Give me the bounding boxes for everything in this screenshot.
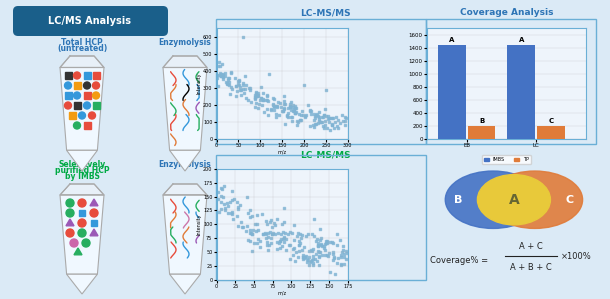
Point <box>248 228 257 233</box>
Point <box>251 91 260 96</box>
Point <box>219 183 229 188</box>
Point <box>306 112 315 117</box>
Point <box>225 91 235 96</box>
Point <box>238 83 248 87</box>
Point <box>218 74 228 79</box>
Point <box>236 92 246 97</box>
Point <box>223 77 233 82</box>
Point <box>233 206 243 211</box>
Point <box>338 243 348 248</box>
Point <box>333 255 343 260</box>
Point <box>289 223 298 228</box>
Point <box>262 239 271 244</box>
Bar <box>93 72 99 79</box>
Circle shape <box>66 209 74 217</box>
Point <box>312 237 322 242</box>
Point <box>253 228 263 233</box>
Point <box>268 232 278 237</box>
Point <box>262 106 272 111</box>
Point <box>267 236 276 241</box>
Point <box>325 239 335 244</box>
Text: (untreated): (untreated) <box>57 44 107 53</box>
Point <box>270 231 280 236</box>
Point <box>320 125 329 130</box>
Point <box>323 253 333 258</box>
Point <box>315 250 325 255</box>
Point <box>239 91 248 96</box>
Point <box>220 208 230 212</box>
Y-axis label: Intensity: Intensity <box>196 213 202 235</box>
Point <box>243 237 253 242</box>
Point <box>289 109 299 114</box>
Point <box>247 249 257 254</box>
Point <box>279 94 289 98</box>
Point <box>292 118 302 123</box>
Point <box>342 248 351 253</box>
Point <box>298 256 308 261</box>
Circle shape <box>78 199 86 207</box>
Text: LC-MS/MS: LC-MS/MS <box>300 151 350 160</box>
Point <box>319 113 329 118</box>
Point <box>254 101 264 106</box>
Point <box>222 201 232 206</box>
Point <box>331 272 340 277</box>
Point <box>310 112 320 117</box>
Point <box>307 248 317 253</box>
Point <box>340 115 350 119</box>
Point <box>250 93 260 98</box>
Point <box>245 239 255 243</box>
Point <box>231 75 240 80</box>
Point <box>299 254 309 259</box>
Point <box>253 91 263 96</box>
Point <box>314 255 323 260</box>
Point <box>329 255 339 260</box>
Point <box>297 247 307 252</box>
Point <box>226 69 235 74</box>
Point <box>288 247 298 252</box>
Point <box>310 114 320 118</box>
Point <box>293 120 303 125</box>
Point <box>235 88 245 93</box>
Point <box>324 251 334 256</box>
Point <box>323 114 332 118</box>
Point <box>217 73 226 77</box>
Point <box>279 106 289 111</box>
Point <box>271 114 281 119</box>
Point <box>327 115 337 120</box>
Point <box>309 216 319 221</box>
Point <box>253 221 262 226</box>
Point <box>235 82 245 87</box>
Point <box>301 234 310 239</box>
Polygon shape <box>163 56 207 68</box>
Point <box>218 73 228 78</box>
Point <box>224 79 234 84</box>
Y-axis label: Intensity: Intensity <box>196 73 202 94</box>
Point <box>320 252 329 257</box>
Point <box>213 190 223 194</box>
Point <box>285 101 295 106</box>
Point <box>279 234 289 239</box>
Polygon shape <box>170 150 201 171</box>
Point <box>333 118 343 122</box>
Point <box>306 108 316 113</box>
Circle shape <box>66 229 74 237</box>
Polygon shape <box>163 68 207 150</box>
Point <box>325 270 335 275</box>
Circle shape <box>78 219 86 227</box>
Point <box>285 104 295 109</box>
Point <box>226 211 235 216</box>
Point <box>308 256 318 261</box>
Point <box>338 247 348 252</box>
Point <box>235 85 245 90</box>
Point <box>327 240 337 245</box>
Point <box>270 108 279 112</box>
Point <box>279 235 289 240</box>
Point <box>289 106 299 111</box>
Point <box>232 213 242 218</box>
Point <box>314 109 324 114</box>
Point <box>330 120 340 125</box>
Point <box>294 111 304 116</box>
Point <box>259 91 268 95</box>
Point <box>260 231 270 236</box>
